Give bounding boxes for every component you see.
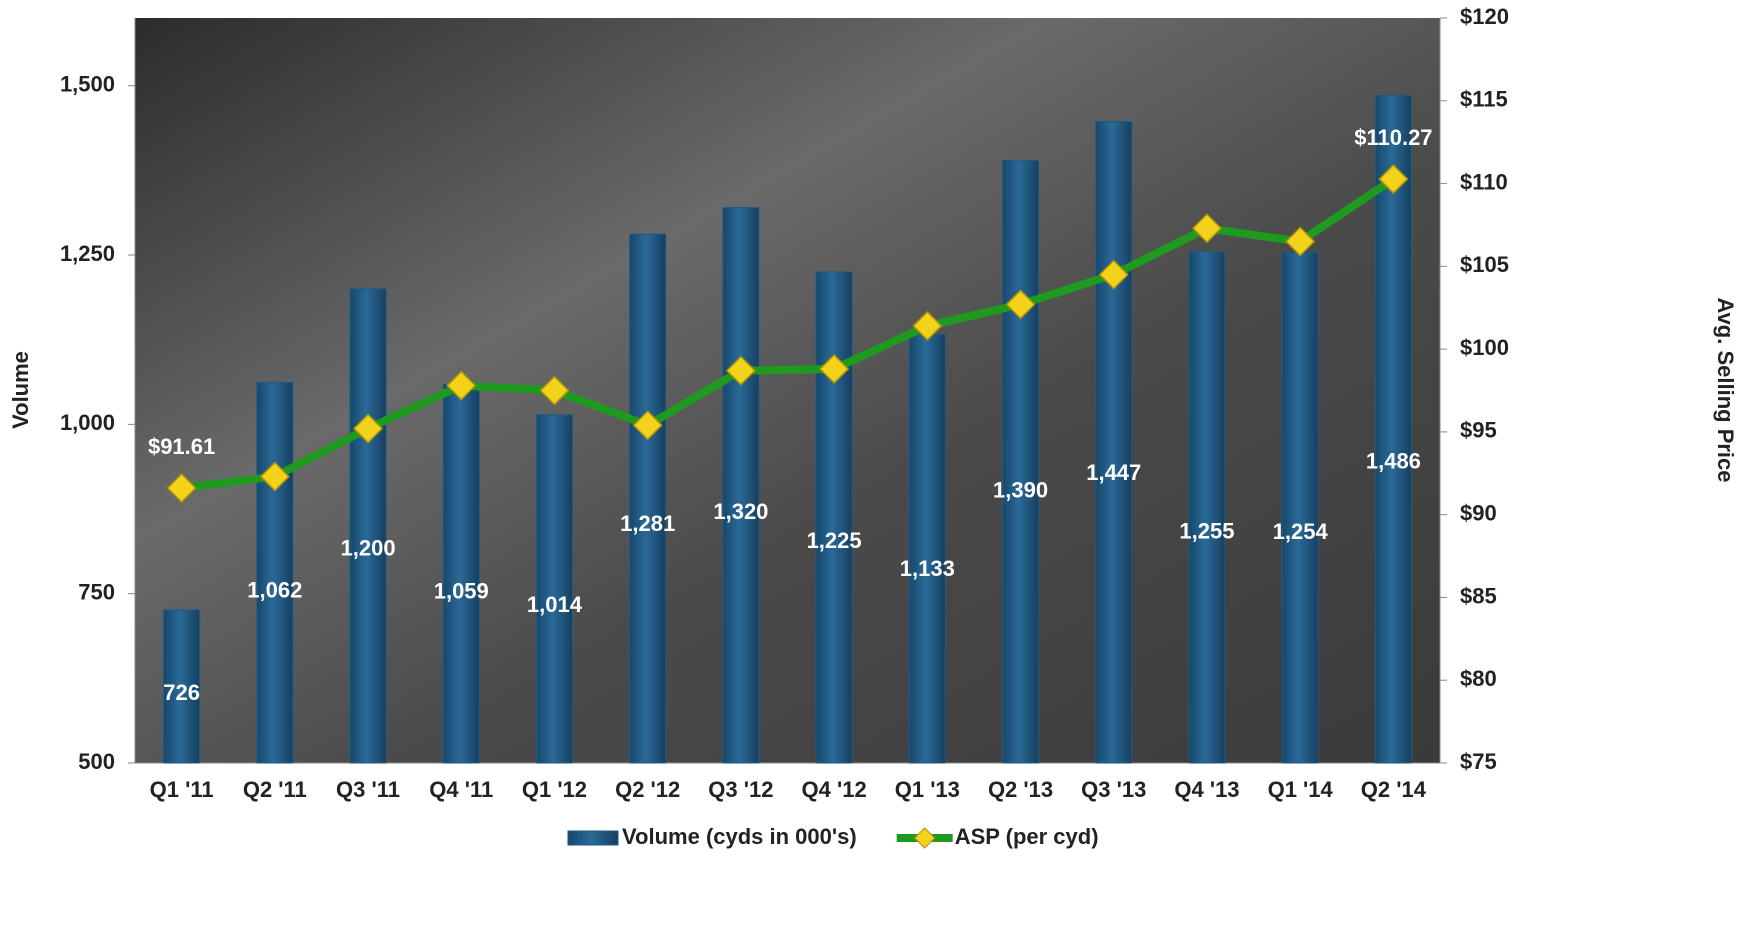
bar bbox=[722, 207, 760, 764]
x-tick-label: Q1 '12 bbox=[522, 777, 587, 802]
marker bbox=[1005, 289, 1036, 320]
marker bbox=[1378, 164, 1409, 195]
marker bbox=[819, 353, 850, 385]
y2-tick-label: $105 bbox=[1460, 252, 1509, 277]
marker bbox=[166, 472, 197, 504]
legend-label: ASP (per cyd) bbox=[955, 824, 1099, 849]
x-tick-label: Q1 '13 bbox=[895, 777, 960, 802]
x-tick-label: Q1 '14 bbox=[1268, 777, 1334, 802]
bar bbox=[442, 383, 480, 764]
bar bbox=[1374, 94, 1412, 764]
y-tick-label: 1,000 bbox=[60, 410, 115, 435]
x-tick-label: Q1 '11 bbox=[150, 777, 214, 802]
y2-tick-label: $85 bbox=[1460, 583, 1497, 608]
bar-label: 1,059 bbox=[434, 578, 489, 603]
bar-label: 1,255 bbox=[1179, 519, 1234, 544]
bar-label: 1,486 bbox=[1366, 448, 1421, 473]
bar-label: 1,225 bbox=[807, 528, 862, 553]
bar bbox=[535, 414, 573, 764]
bar-label: 1,390 bbox=[993, 478, 1048, 503]
y2-tick-label: $100 bbox=[1460, 335, 1509, 360]
bar-label: 1,200 bbox=[341, 535, 396, 560]
bar bbox=[908, 333, 946, 764]
y-tick-label: 500 bbox=[78, 749, 115, 774]
bar bbox=[1002, 159, 1040, 764]
legend-label: Volume (cyds in 000's) bbox=[622, 824, 857, 849]
x-tick-label: Q4 '12 bbox=[802, 777, 867, 802]
y2-tick-label: $80 bbox=[1460, 666, 1497, 691]
y-tick-label: 1,500 bbox=[60, 72, 115, 97]
y-axis-title: Volume bbox=[8, 351, 33, 429]
x-tick-label: Q4 '13 bbox=[1174, 777, 1239, 802]
x-tick-label: Q4 '11 bbox=[429, 777, 493, 802]
bar-label: 1,281 bbox=[620, 511, 675, 536]
bar bbox=[815, 271, 853, 764]
y2-axis-title: Avg. Selling Price bbox=[1713, 297, 1738, 482]
x-tick-label: Q2 '11 bbox=[243, 777, 307, 802]
bar bbox=[349, 288, 387, 764]
legend-swatch bbox=[567, 830, 619, 846]
plot-background bbox=[135, 18, 1440, 763]
legend-marker bbox=[913, 827, 936, 849]
y2-tick-label: $120 bbox=[1460, 4, 1509, 29]
x-tick-label: Q2 '12 bbox=[615, 777, 680, 802]
marker bbox=[632, 410, 663, 441]
bar bbox=[256, 381, 294, 764]
bar-label: 1,447 bbox=[1086, 460, 1141, 485]
line-label: $110.27 bbox=[1354, 125, 1432, 150]
marker bbox=[352, 413, 384, 444]
bar-label: 1,254 bbox=[1273, 519, 1329, 544]
marker bbox=[259, 461, 290, 492]
bar-label: 1,014 bbox=[527, 592, 583, 617]
y-tick-label: 750 bbox=[78, 579, 115, 604]
x-tick-label: Q2 '14 bbox=[1361, 777, 1427, 802]
marker bbox=[1098, 259, 1129, 290]
y-tick-label: 1,250 bbox=[60, 241, 115, 266]
marker bbox=[1285, 226, 1316, 257]
bar bbox=[1281, 251, 1319, 764]
bar bbox=[1188, 251, 1226, 764]
bar-label: 1,320 bbox=[713, 499, 768, 524]
x-tick-label: Q3 '11 bbox=[336, 777, 400, 802]
line bbox=[181, 175, 1396, 492]
y2-tick-label: $90 bbox=[1460, 500, 1497, 525]
marker bbox=[725, 355, 756, 386]
bar-label: 1,062 bbox=[247, 578, 302, 603]
y2-tick-label: $115 bbox=[1460, 87, 1508, 112]
x-tick-label: Q3 '12 bbox=[708, 777, 773, 802]
marker bbox=[1191, 213, 1223, 244]
marker bbox=[912, 310, 943, 341]
bar bbox=[629, 233, 667, 764]
bar bbox=[163, 609, 201, 764]
x-tick-label: Q3 '13 bbox=[1081, 777, 1146, 802]
line-label: $91.61 bbox=[148, 434, 215, 459]
y2-tick-label: $95 bbox=[1460, 418, 1497, 443]
x-tick-label: Q2 '13 bbox=[988, 777, 1053, 802]
y2-tick-label: $75 bbox=[1460, 749, 1497, 774]
marker bbox=[539, 375, 570, 406]
bar bbox=[1095, 121, 1133, 764]
bar-label: 1,133 bbox=[900, 556, 955, 581]
y2-tick-label: $110 bbox=[1460, 169, 1508, 194]
bar-label: 726 bbox=[163, 680, 200, 705]
marker bbox=[446, 370, 477, 401]
